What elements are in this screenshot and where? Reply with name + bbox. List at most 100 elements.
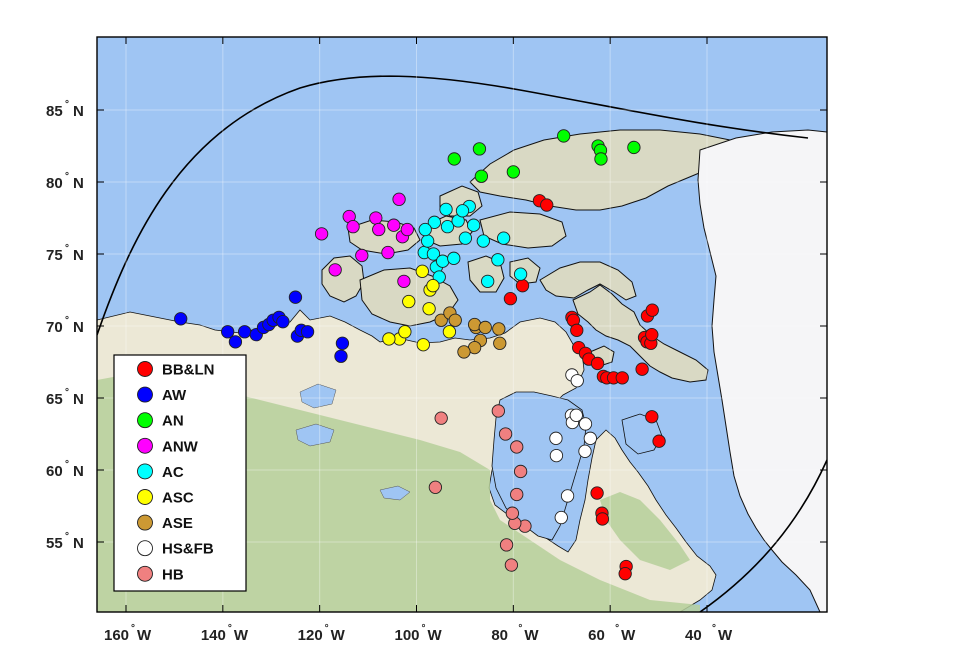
greenland [697,129,827,612]
station-marker-ase [492,322,506,336]
station-marker-anw [392,192,406,206]
station-marker-bbln [590,486,604,500]
station-marker-bbln [652,434,666,448]
baffin-north [539,261,637,301]
legend-label: HS&FB [162,541,214,558]
legend-label: ANW [162,438,199,455]
lat-tick-suffix: N [73,175,84,192]
legend-swatch [137,565,153,582]
station-marker-aw [276,315,290,329]
station-marker-hb [513,464,528,479]
station-marker-ase [448,313,462,327]
station-marker-hb [504,558,519,572]
station-marker-hb [498,427,513,441]
station-marker-bbln [615,371,629,385]
station-marker-anw [314,227,329,241]
station-marker-hb [510,440,524,454]
station-marker-hsfb [549,448,564,463]
legend-swatch [137,489,153,505]
station-marker-anw [372,222,386,237]
station-marker-anw [346,219,360,234]
station-marker-bbln [515,279,530,293]
lat-tick-suffix: N [73,535,84,552]
station-marker-hb [491,404,505,418]
lat-tick-label: 85 [46,103,63,120]
station-marker-ac [476,234,490,248]
station-marker-an [557,129,571,143]
station-marker-hsfb [583,431,597,445]
station-marker-ac [426,247,441,261]
station-marker-anw [387,218,401,232]
station-marker-an [594,152,608,166]
station-marker-bbln [635,362,649,376]
station-marker-ac [513,267,528,281]
legend-label: ASE [162,515,193,532]
legend-box [113,354,247,592]
station-marker-ac [427,215,442,229]
station-marker-bbln [590,356,605,371]
station-marker-ac [458,231,473,245]
lon-tick-label: 80 [491,627,508,644]
legend-label: HB [162,566,184,583]
station-marker-anw [400,222,414,237]
station-marker-ac [496,231,511,245]
station-marker-ac [481,274,495,289]
station-marker-bbln [645,327,659,342]
station-marker-ac [420,234,435,248]
station-marker-aw [237,325,252,339]
legend: BB&LN AW AN ANW AC ASC ASE HS&FB HB [113,354,247,592]
station-marker-ase [493,336,507,350]
legend-label: AW [162,387,187,404]
great-circle-boundary [97,75,809,336]
lon-tick-suffix: W [524,627,539,644]
lon-tick-label: 40 [685,627,702,644]
station-marker-ac [435,254,450,268]
lon-tick-suffix: W [718,627,733,644]
degree-symbol: ° [131,623,135,634]
station-marker-hb [434,411,448,425]
degree-symbol: ° [65,387,69,398]
station-marker-bbln [570,323,584,337]
station-marker-an [447,152,461,166]
station-marker-ac [455,204,470,218]
lon-tick-label: 140 [201,627,226,644]
degree-symbol: ° [325,623,329,634]
station-marker-ase [478,320,492,335]
station-marker-anw [355,248,369,263]
degree-symbol: ° [65,171,69,182]
lat-tick-label: 75 [46,247,63,264]
station-marker-an [474,169,489,183]
station-marker-asc [416,338,430,352]
station-marker-aw [174,312,188,326]
lon-tick-label: 60 [588,627,605,644]
station-marker-aw [228,335,243,349]
station-marker-aw [334,349,348,363]
lat-tick-label: 80 [46,175,63,192]
lat-tick-label: 55 [46,535,63,552]
lon-tick-suffix: W [137,627,152,644]
station-marker-ac [440,219,455,234]
degree-symbol: ° [518,623,522,634]
great-bear-lake [299,383,337,409]
lake-athabasca [379,485,411,501]
legend-label: ASC [162,490,194,507]
great-circle-east [699,459,827,612]
lat-tick-suffix: N [73,103,84,120]
legend-swatch [137,437,153,454]
station-marker-asc [415,264,429,278]
lon-tick-suffix: W [621,627,636,644]
station-marker-hsfb [578,444,592,458]
degree-symbol: ° [65,531,69,542]
station-marker-an [627,140,641,155]
legend-swatch [137,514,153,531]
station-marker-bbln [595,512,610,526]
station-marker-bbln [540,198,554,212]
station-marker-aw [335,336,350,350]
station-marker-hb [499,538,514,552]
legend-swatch [137,412,153,429]
lat-tick-suffix: N [73,247,84,264]
station-marker-asc [398,325,412,339]
lat-tick-label: 60 [46,463,63,480]
legend-label: AN [162,413,184,430]
station-marker-anw [397,274,411,289]
